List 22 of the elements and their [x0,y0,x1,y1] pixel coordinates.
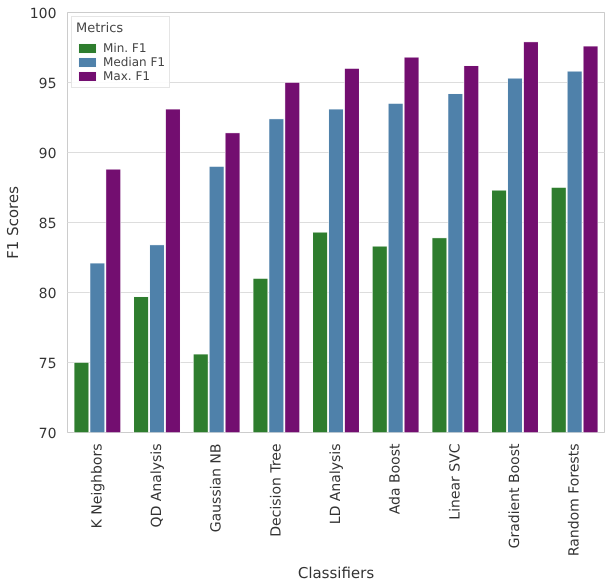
y-tick-label: 95 [38,76,57,92]
x-tick-label: Decision Tree [268,443,284,537]
y-tick-label: 85 [38,216,57,232]
y-axis-title: F1 Scores [4,186,22,259]
x-tick-label: Ada Boost [388,442,404,514]
y-tick-label: 80 [38,286,57,302]
x-tick-label: Random Forests [566,444,583,556]
x-axis-title: Classifiers [298,564,374,582]
y-tick-label: 75 [38,356,57,372]
legend-label: Median F1 [103,55,165,69]
legend-label: Max. F1 [103,69,150,83]
x-tick-label: Gradient Boost [507,442,523,548]
x-tick-label: Linear SVC [447,443,464,520]
x-tick-label: QD Analysis [149,443,165,528]
y-tick-label: 90 [38,146,57,162]
x-tick-label: Gaussian NB [208,443,225,532]
legend-label: Min. F1 [103,41,146,55]
x-tick-label: K Neighbors [89,443,106,528]
y-tick-label: 70 [38,426,57,442]
y-tick-label: 100 [30,6,57,22]
legend-title: Metrics [76,21,124,36]
x-tick-label: LD Analysis [328,443,344,524]
